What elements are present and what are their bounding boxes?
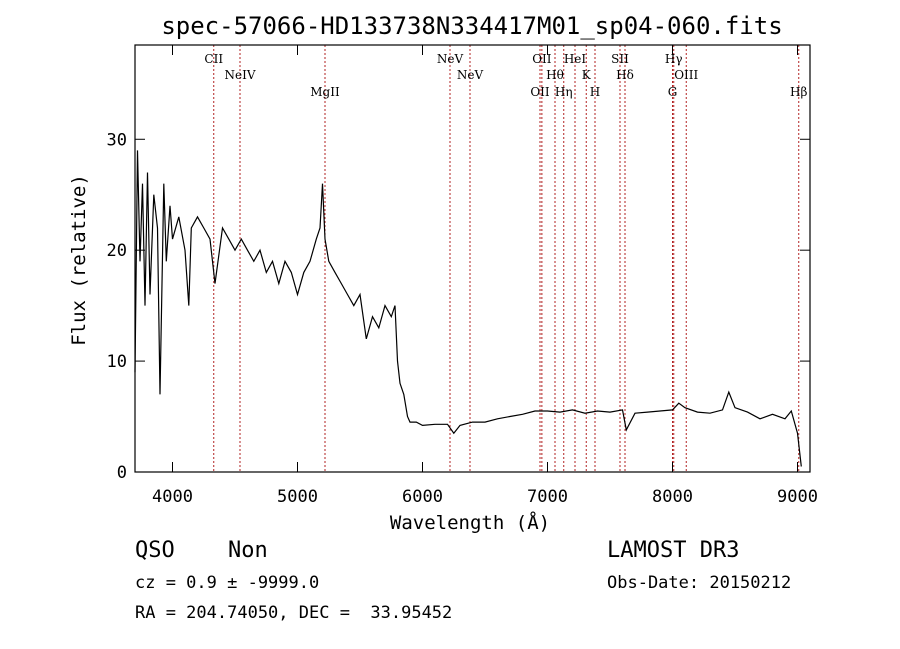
object-class: QSO bbox=[135, 538, 175, 563]
line-marker-label: NeIV bbox=[224, 68, 255, 82]
line-marker-label: OII bbox=[532, 52, 552, 66]
y-axis-label: Flux (relative) bbox=[68, 174, 90, 346]
line-marker-label: Hη bbox=[555, 85, 573, 99]
line-marker-label: OII bbox=[530, 85, 550, 99]
line-marker-label: NeV bbox=[457, 68, 484, 82]
line-marker-label: Hθ bbox=[546, 68, 564, 82]
coordinates-readout: RA = 204.74050, DEC = 33.95452 bbox=[135, 603, 453, 623]
line-markers bbox=[213, 45, 800, 472]
x-tick-label: 5000 bbox=[277, 487, 318, 507]
y-axis-ticks: 0 10 20 30 bbox=[107, 130, 810, 483]
line-marker-label: H bbox=[590, 85, 600, 99]
line-marker-label: HeI bbox=[564, 52, 587, 66]
chart-title: spec-57066-HD133738N334417M01_sp04-060.f… bbox=[161, 12, 782, 40]
line-marker-label: G bbox=[668, 85, 678, 99]
redshift-readout: cz = 0.9 ± -9999.0 bbox=[135, 573, 320, 593]
y-tick-label: 20 bbox=[107, 241, 127, 261]
y-tick-label: 30 bbox=[107, 130, 127, 150]
line-marker-label: Hβ bbox=[790, 85, 807, 99]
x-tick-label: 7000 bbox=[527, 487, 568, 507]
object-subclass: Non bbox=[228, 538, 268, 563]
y-tick-label: 0 bbox=[117, 463, 127, 483]
line-marker-label: CII bbox=[204, 52, 223, 66]
x-axis-ticks: 4000 5000 6000 7000 8000 9000 bbox=[152, 45, 818, 507]
line-marker-label: K bbox=[582, 68, 592, 82]
x-tick-label: 8000 bbox=[652, 487, 693, 507]
survey-name: LAMOST DR3 bbox=[607, 538, 740, 563]
line-marker-label: NeV bbox=[437, 52, 464, 66]
y-tick-label: 10 bbox=[107, 352, 127, 372]
x-tick-label: 4000 bbox=[152, 487, 193, 507]
x-axis-label: Wavelength (Å) bbox=[390, 511, 550, 534]
spectrum-line bbox=[134, 150, 802, 467]
plot-frame bbox=[134, 44, 811, 473]
observation-date: Obs-Date: 20150212 bbox=[607, 573, 792, 593]
line-marker-label: Hγ bbox=[665, 52, 683, 66]
line-marker-label: MgII bbox=[310, 85, 340, 99]
x-tick-label: 9000 bbox=[777, 487, 818, 507]
x-tick-label: 6000 bbox=[402, 487, 443, 507]
line-marker-label: SII bbox=[611, 52, 629, 66]
line-marker-label: Hδ bbox=[616, 68, 634, 82]
line-marker-label: OIII bbox=[674, 68, 698, 82]
